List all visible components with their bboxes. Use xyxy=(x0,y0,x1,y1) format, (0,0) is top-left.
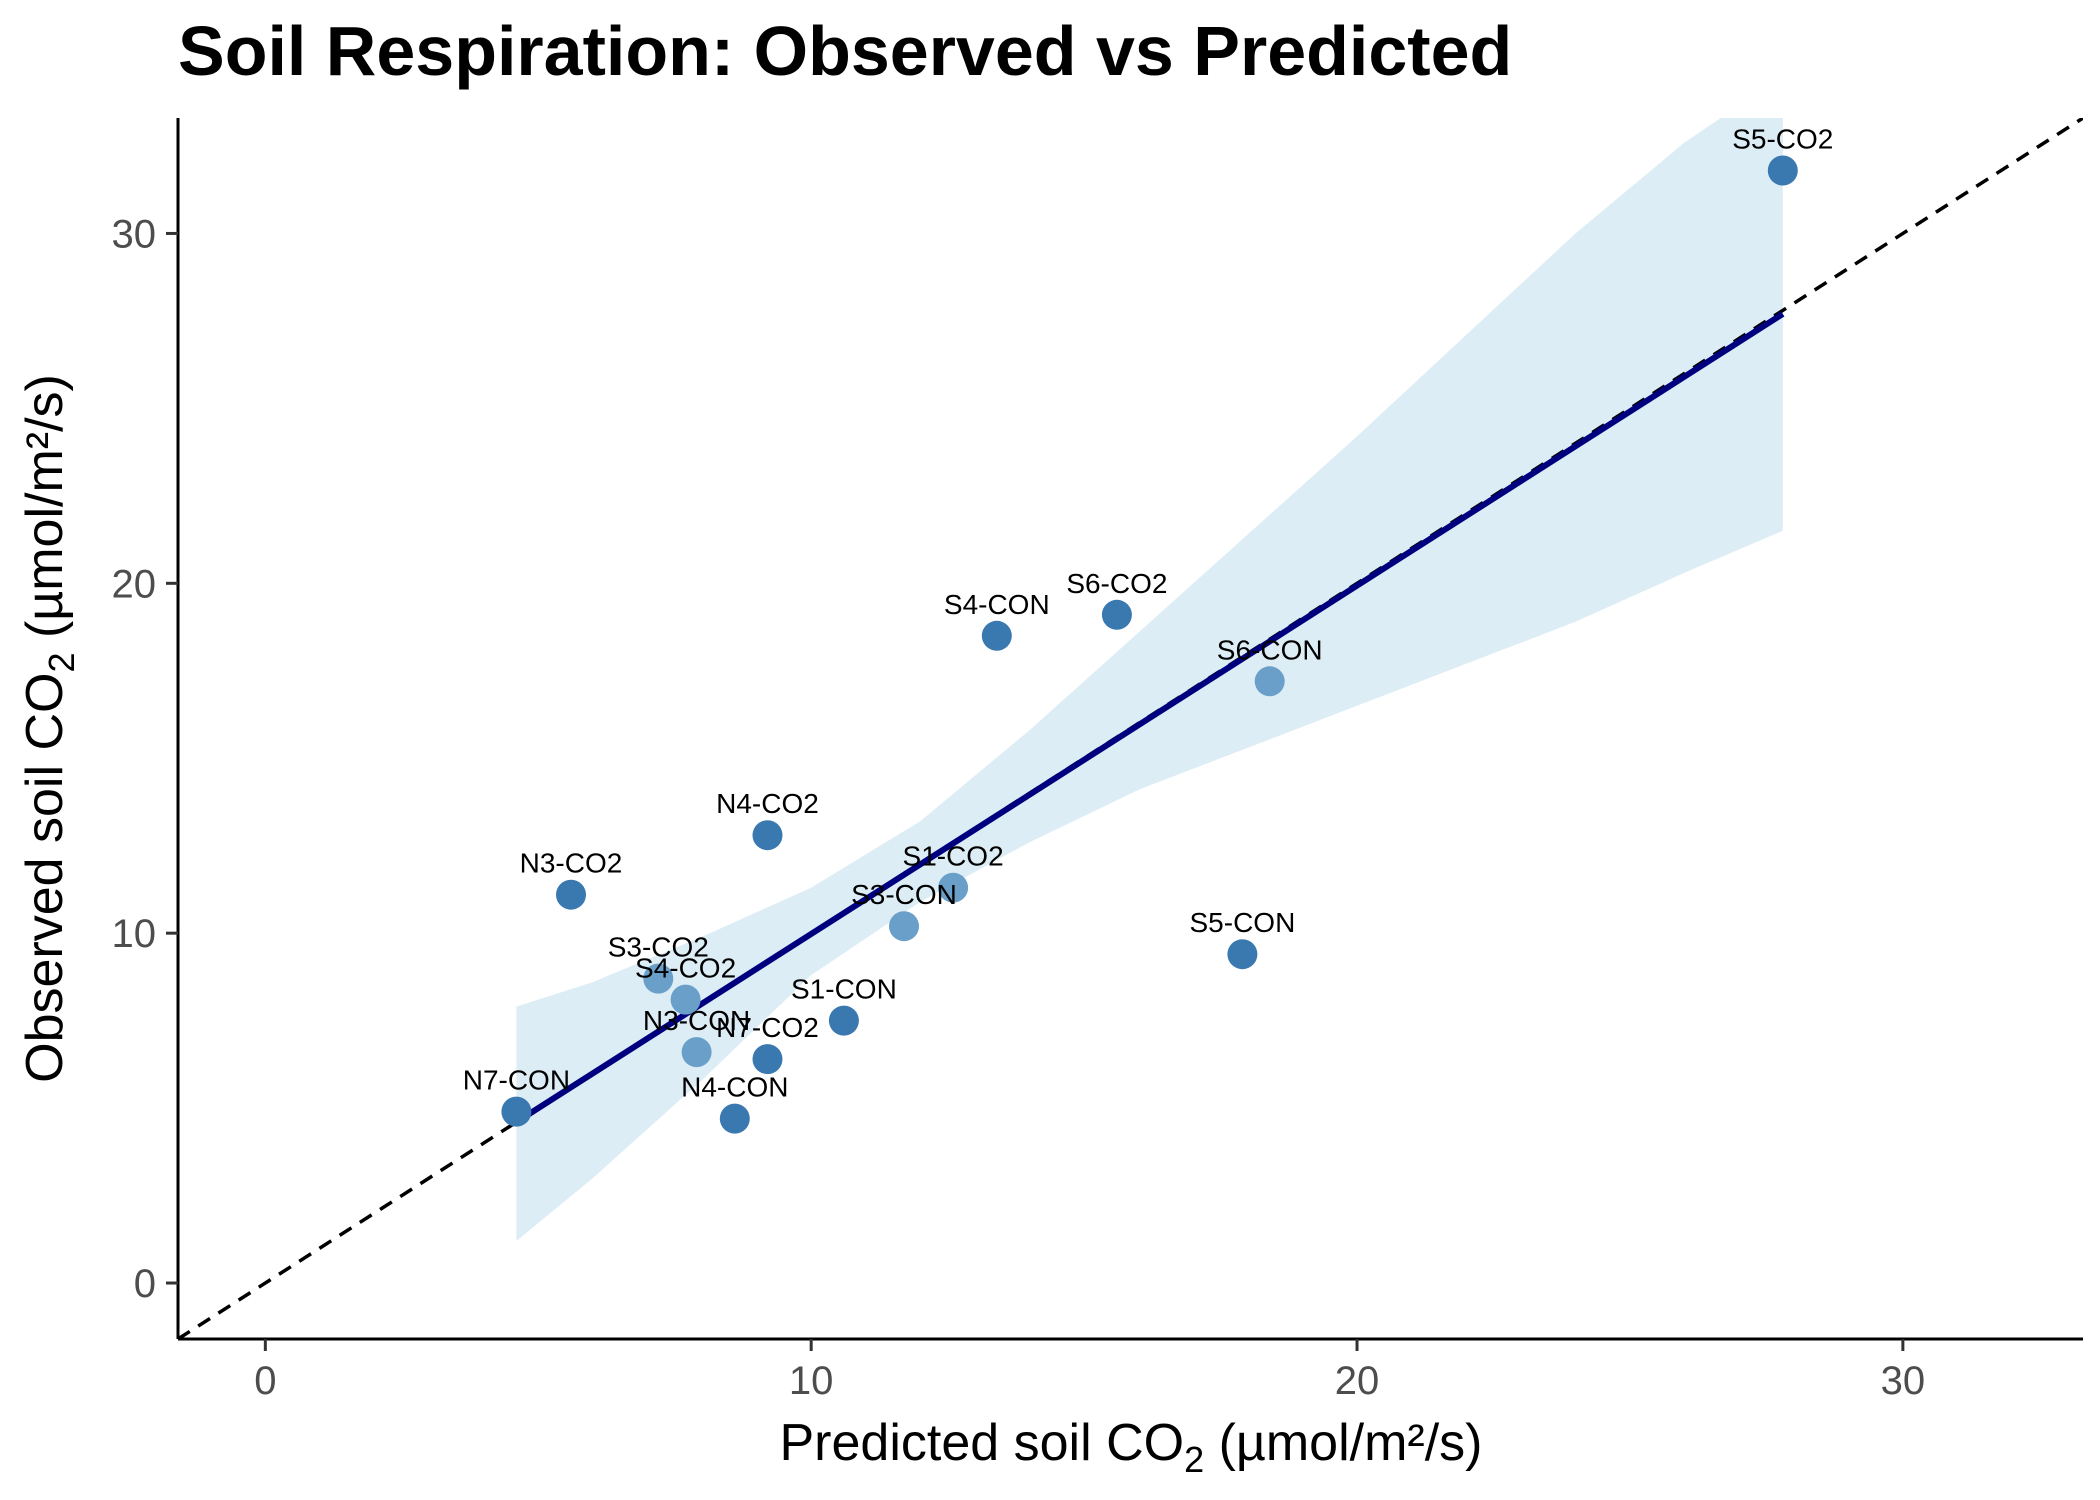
x-axis-title-subscript: 2 xyxy=(1184,1439,1204,1480)
data-point-s6-con xyxy=(1254,666,1285,697)
point-label-s3-con: S3-CON xyxy=(851,879,957,910)
point-label-n3-con: N3-CON xyxy=(643,1005,750,1036)
x-axis-title-suffix: (µmol/m²/s) xyxy=(1204,1414,1482,1472)
data-point-n7-co2 xyxy=(752,1044,783,1075)
data-point-s1-con xyxy=(828,1005,859,1036)
point-label-s4-co2: S4-CO2 xyxy=(635,953,736,984)
y-tick-label: 0 xyxy=(134,1262,156,1306)
x-tick-label: 20 xyxy=(1335,1359,1380,1403)
data-point-n4-con xyxy=(719,1103,750,1134)
y-tick-label: 10 xyxy=(112,912,157,956)
point-label-n7-co2: N7-CO2 xyxy=(716,1012,819,1043)
data-point-s3-con xyxy=(889,911,919,942)
point-label-s1-con: S1-CON xyxy=(791,974,897,1005)
data-point-n4-co2 xyxy=(752,820,783,851)
chart-title: Soil Respiration: Observed vs Predicted xyxy=(178,12,1512,90)
y-axis-title-subscript: 2 xyxy=(41,652,82,672)
point-label-s6-con: S6-CON xyxy=(1217,634,1323,665)
data-point-s6-co2 xyxy=(1101,599,1132,630)
y-axis-title-suffix: (µmol/m²/s) xyxy=(16,374,74,652)
y-axis-ticks: 0 10 20 30 xyxy=(112,212,178,1306)
x-tick-label: 30 xyxy=(1881,1359,1926,1403)
x-tick-label: 0 xyxy=(254,1359,276,1403)
data-point-s5-co2 xyxy=(1767,155,1798,186)
x-axis-title: Predicted soil CO2 (µmol/m²/s) xyxy=(780,1414,1483,1480)
data-point-s1-co2 xyxy=(938,872,969,903)
y-axis-title: Observed soil CO2 (µmol/m²/s) xyxy=(16,374,82,1083)
points-layer xyxy=(501,155,1798,1134)
data-point-n3-co2 xyxy=(556,879,586,910)
point-labels-layer: S5-CO2 S6-CO2 S4-CON S6-CON N4-CO2 S1-CO2 N3-C… xyxy=(463,124,1834,1103)
plot-panel xyxy=(178,118,2083,1339)
point-label-n3-co2: N3-CO2 xyxy=(520,848,623,879)
x-axis-title-prefix: Predicted soil CO xyxy=(780,1414,1185,1472)
point-label-n7-con: N7-CON xyxy=(463,1065,570,1096)
point-label-s1-co2: S1-CO2 xyxy=(903,841,1004,872)
y-tick-label: 20 xyxy=(112,562,157,606)
x-axis-ticks: 0 10 20 30 xyxy=(254,1339,1925,1403)
data-point-n7-con xyxy=(501,1096,532,1127)
point-label-n4-co2: N4-CO2 xyxy=(716,788,819,819)
data-point-s5-con xyxy=(1227,939,1258,970)
point-label-s5-con: S5-CON xyxy=(1190,907,1296,938)
fit-line xyxy=(514,311,1785,1125)
data-point-s4-con xyxy=(981,620,1012,651)
point-label-s6-co2: S6-CO2 xyxy=(1066,568,1167,599)
data-point-s4-co2 xyxy=(670,984,701,1015)
point-label-n4-con: N4-CON xyxy=(681,1072,788,1103)
point-label-s4-con: S4-CON xyxy=(944,589,1050,620)
point-label-s5-co2: S5-CO2 xyxy=(1732,124,1833,155)
data-point-s3-co2 xyxy=(643,963,674,994)
y-tick-label: 30 xyxy=(112,212,157,256)
x-tick-label: 10 xyxy=(789,1359,834,1403)
data-point-n3-con xyxy=(681,1037,712,1068)
y-axis-title-prefix: Observed soil CO xyxy=(16,673,74,1083)
point-label-s3-co2: S3-CO2 xyxy=(608,932,709,963)
confidence-band xyxy=(516,118,1783,1241)
